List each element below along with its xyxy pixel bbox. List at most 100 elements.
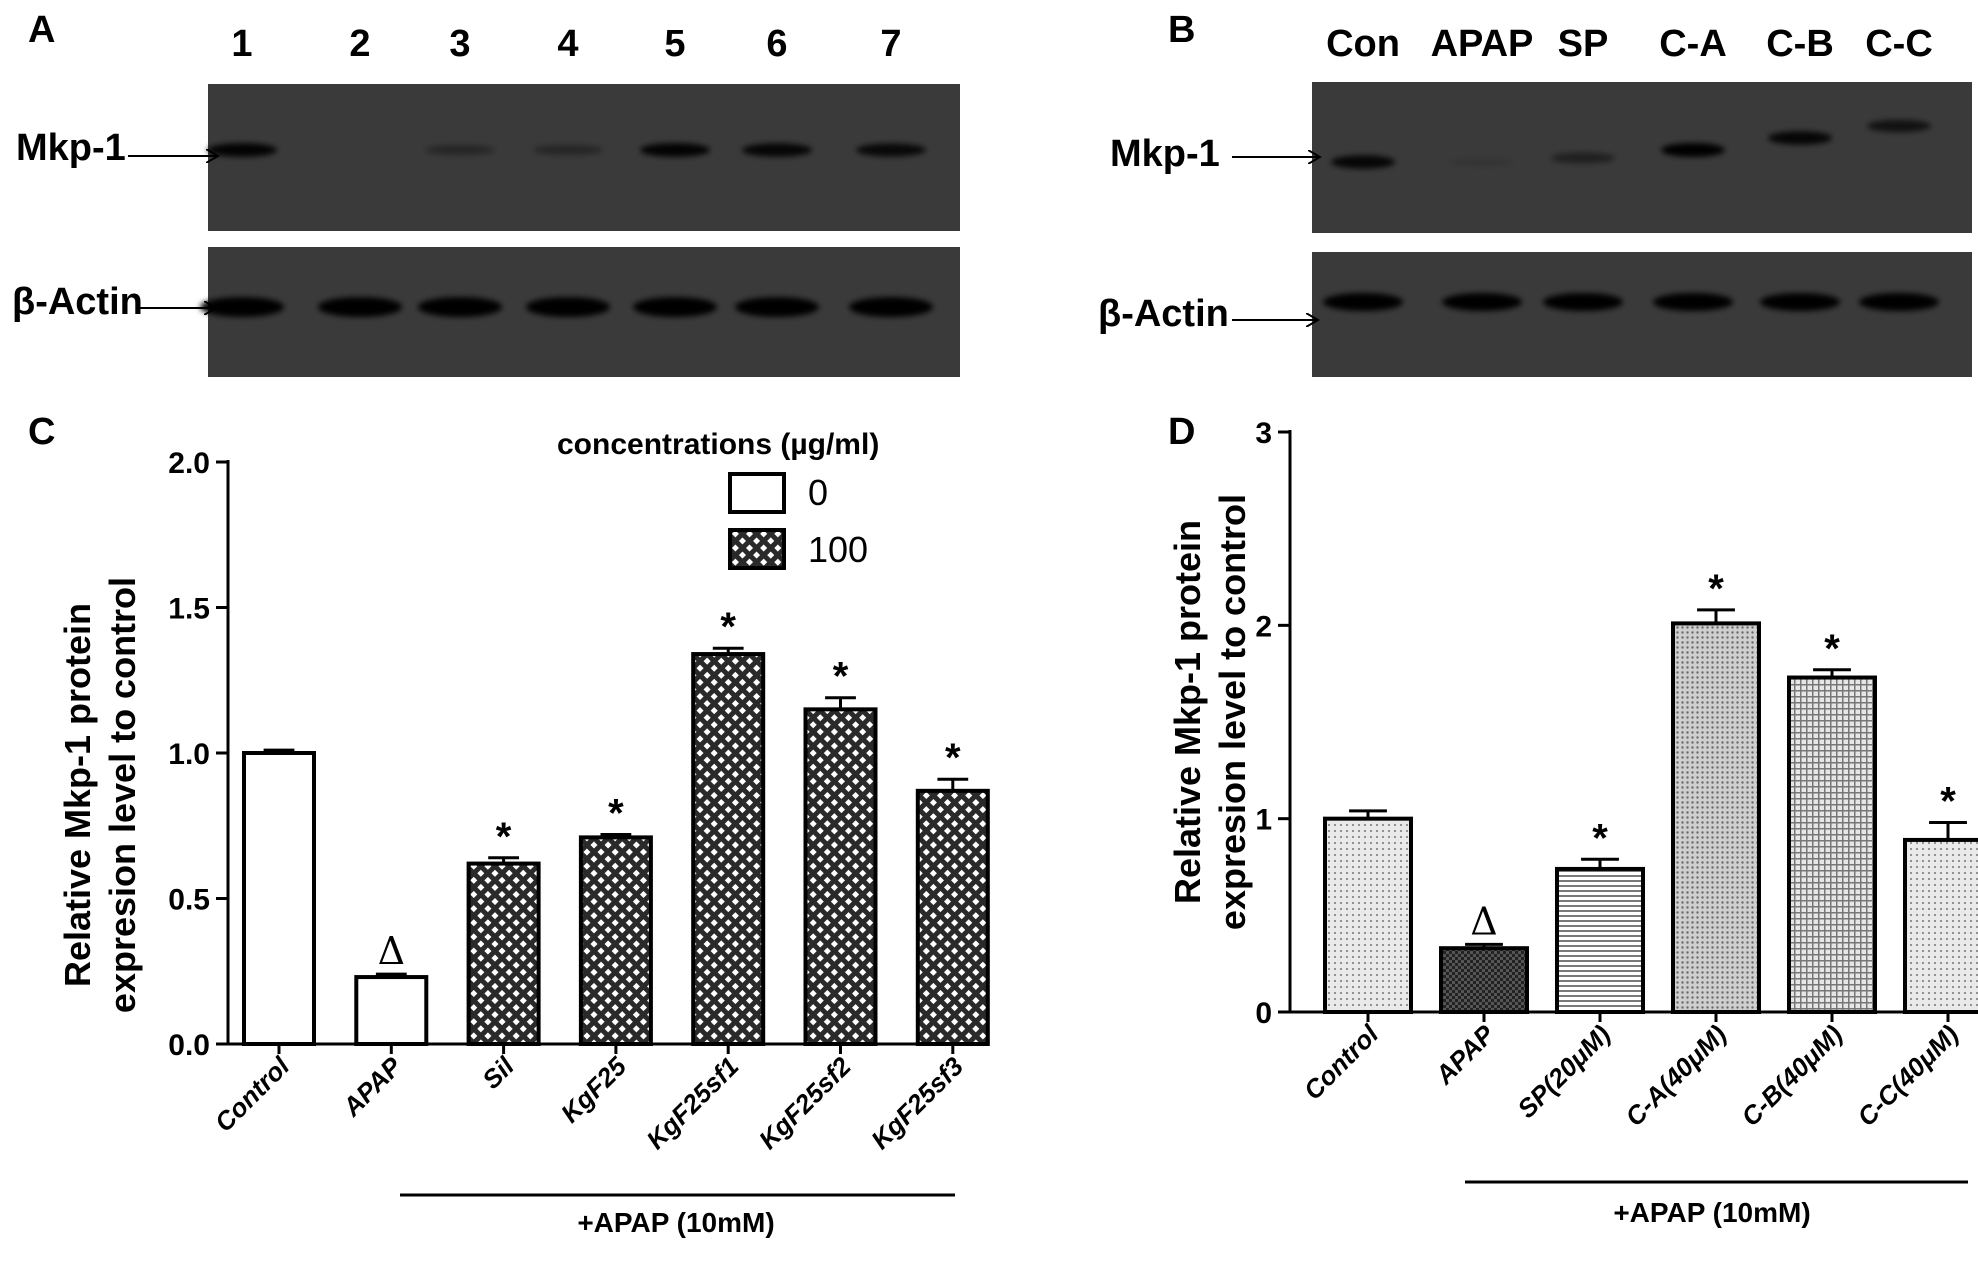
significance-marker: * <box>1708 567 1724 611</box>
panel-c-letter: C <box>28 411 55 453</box>
lane-label: APAP <box>1431 23 1534 65</box>
blot-b-actin-label: β-Actin <box>1098 293 1229 335</box>
lane-label: SP <box>1558 23 1609 65</box>
blot-band <box>742 143 812 157</box>
blot-a-mkp1-bands <box>207 143 926 157</box>
blot-band <box>1653 293 1733 311</box>
blot-b-mkp1-label: Mkp-1 <box>1110 133 1220 175</box>
legend-label-0: 0 <box>808 472 828 513</box>
blot-b-actin-bands <box>1323 293 1939 311</box>
chart-d-bracket: +APAP (10mM) <box>1465 1180 1968 1228</box>
y-tick-label: 0 <box>1255 997 1272 1030</box>
y-tick-label: 0.0 <box>168 1029 210 1062</box>
y-tick-label: 2 <box>1255 610 1272 643</box>
bar <box>803 707 878 1046</box>
x-tick-label: KgF25sf1 <box>640 1051 744 1155</box>
x-tick-label: C-A(40μM) <box>1619 1019 1732 1132</box>
lane-label: C-C <box>1865 23 1933 65</box>
panel-b-lane-labels: Con APAP SP C-A C-B C-C <box>1326 23 1933 65</box>
blot-band <box>1661 143 1725 157</box>
legend-swatch-1 <box>728 528 786 570</box>
bar <box>578 835 653 1047</box>
panel-c-ylabel: Relative Mkp-1 protein expresion level t… <box>57 577 143 1013</box>
panel-b: B Con APAP SP C-A C-B C-C Mkp-1 β-Actin <box>1098 9 1972 377</box>
lane-label: 7 <box>880 23 901 65</box>
lane-label: 5 <box>664 23 685 65</box>
panel-a: A 1 2 3 4 5 6 7 Mkp-1 β-Actin <box>12 9 960 377</box>
y-tick-label: 0.5 <box>168 884 210 917</box>
blot-band <box>633 297 717 317</box>
bracket-label: +APAP (10mM) <box>577 1207 774 1238</box>
bracket-label: +APAP (10mM) <box>1613 1197 1810 1228</box>
significance-marker: * <box>1824 627 1840 671</box>
delta-marker: Δ <box>1470 899 1497 943</box>
y-tick-label: 1 <box>1255 804 1272 837</box>
y-axis-label-line2: expresion level to control <box>102 577 143 1013</box>
panel-a-letter: A <box>28 9 55 51</box>
significance-marker: * <box>496 815 512 859</box>
blot-band <box>735 297 819 317</box>
bar <box>466 861 541 1047</box>
blot-band <box>533 144 603 156</box>
significance-marker: * <box>1592 816 1608 860</box>
y-tick-label: 3 <box>1255 417 1272 450</box>
blot-a-actin-label: β-Actin <box>12 281 143 323</box>
panel-d-ylabel: Relative Mkp-1 protein expresion level t… <box>1167 494 1253 930</box>
blot-band <box>526 297 610 317</box>
panel-d: D Relative Mkp-1 protein expresion level… <box>1167 411 1978 1228</box>
blot-b-actin <box>1312 252 1972 377</box>
y-tick-label: 1.0 <box>168 738 210 771</box>
lane-label: 6 <box>766 23 787 65</box>
x-tick-label: Sil <box>476 1050 520 1094</box>
blot-band <box>1331 155 1395 169</box>
blot-band <box>1450 157 1514 167</box>
blot-a-mkp1 <box>208 84 960 231</box>
delta-marker: Δ <box>378 929 405 973</box>
blot-band <box>856 143 926 157</box>
blot-band <box>1859 293 1939 311</box>
blot-a-actin-bands <box>200 297 933 317</box>
lane-label: Con <box>1326 23 1400 65</box>
blot-a-mkp1-label: Mkp-1 <box>16 127 126 169</box>
lane-label: 2 <box>349 23 370 65</box>
blot-band <box>1551 152 1615 164</box>
chart-c-legend: concentrations (µg/ml) 0 100 <box>557 428 879 570</box>
blot-band <box>1323 293 1403 311</box>
lane-label: 4 <box>557 23 578 65</box>
legend-label-1: 100 <box>808 529 868 570</box>
bar <box>1439 946 1529 1015</box>
panel-b-letter: B <box>1168 9 1195 51</box>
y-axis-label-line1: Relative Mkp-1 protein <box>57 603 98 987</box>
blot-band <box>207 143 277 157</box>
significance-marker: * <box>720 605 736 649</box>
x-tick-label: APAP <box>336 1051 408 1123</box>
blot-band <box>1442 293 1522 311</box>
bar <box>1555 866 1645 1015</box>
blot-band <box>425 144 495 156</box>
lane-label: 3 <box>449 23 470 65</box>
blot-b-mkp1 <box>1312 82 1972 233</box>
panel-c: C Relative Mkp-1 protein expresion level… <box>28 411 990 1238</box>
chart-d: 0 1 2 3 Control Δ APAP * SP(20μM) * C-A(40μM) * C-B(… <box>1255 417 1978 1132</box>
blot-band <box>318 297 402 317</box>
significance-marker: * <box>833 655 849 699</box>
bar <box>354 975 429 1047</box>
blot-band <box>640 143 710 157</box>
x-tick-label: KgF25sf3 <box>865 1051 969 1155</box>
blot-band <box>200 297 284 317</box>
lane-label: C-B <box>1766 23 1834 65</box>
bar <box>1323 816 1413 1015</box>
blot-band <box>1760 293 1840 311</box>
x-tick-label: KgF25sf2 <box>753 1051 857 1155</box>
blot-band <box>418 297 502 317</box>
significance-marker: * <box>945 736 961 780</box>
y-tick-label: 2.0 <box>168 447 210 480</box>
x-tick-label: C-B(40μM) <box>1735 1019 1848 1132</box>
y-tick-label: 1.5 <box>168 593 210 626</box>
panel-d-letter: D <box>1168 411 1195 453</box>
lane-label: C-A <box>1659 23 1727 65</box>
x-tick-label: SP(20μM) <box>1511 1019 1616 1124</box>
bar <box>915 788 990 1047</box>
blot-band <box>1768 131 1832 145</box>
